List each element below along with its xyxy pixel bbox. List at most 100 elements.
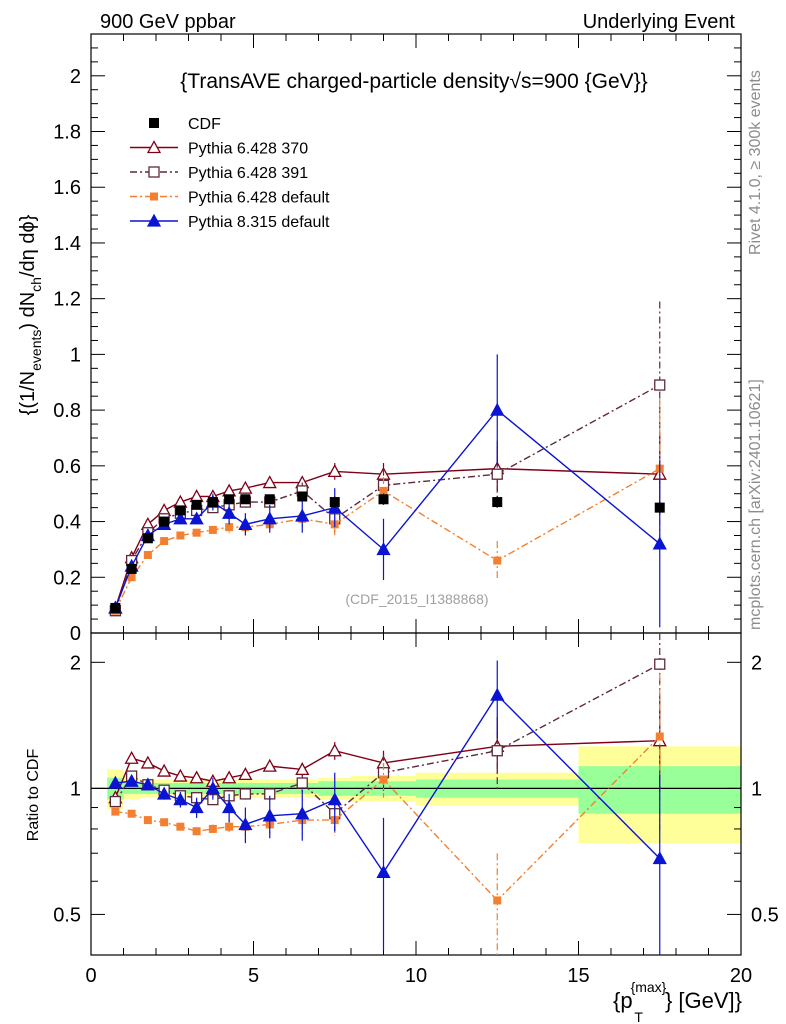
ylabel-suffix: /dη dϕ} bbox=[17, 214, 39, 277]
y-tick-label: 1.6 bbox=[53, 177, 81, 199]
header-left: 900 GeV ppbar bbox=[100, 11, 236, 33]
cdf-point bbox=[175, 505, 186, 516]
ratio-tick-label-right: 2 bbox=[751, 652, 762, 674]
ylabel-sub2: ch bbox=[28, 277, 44, 292]
series-point bbox=[222, 505, 237, 519]
ylabel-sub1: events bbox=[28, 330, 44, 371]
cdf-point bbox=[191, 499, 202, 510]
legend-marker bbox=[150, 192, 158, 201]
y-tick-label: 1.2 bbox=[53, 289, 81, 311]
legend-label: Pythia 8.315 default bbox=[188, 214, 330, 231]
ratio-point bbox=[143, 816, 152, 825]
ratio-point bbox=[109, 795, 122, 808]
ratio-point bbox=[205, 781, 220, 795]
ratio-point bbox=[238, 817, 253, 831]
series-point bbox=[491, 468, 503, 480]
x-tick-label: 15 bbox=[567, 965, 589, 987]
series-point bbox=[127, 573, 136, 582]
series-point bbox=[238, 480, 253, 494]
y-tick-label: 0.4 bbox=[53, 512, 81, 534]
series-point bbox=[327, 464, 342, 478]
legend-entry-1: Pythia 6.428 391 bbox=[130, 165, 308, 182]
ratio-tick-label-left: 2 bbox=[70, 652, 81, 674]
ratio-point bbox=[157, 763, 172, 777]
ratio-panel-series bbox=[108, 633, 667, 955]
ratio-series-0 bbox=[108, 700, 667, 804]
ratio-series-3 bbox=[108, 660, 667, 955]
ylabel-mid: ) dN bbox=[17, 292, 39, 330]
series-point bbox=[490, 402, 505, 416]
series-point bbox=[192, 528, 201, 537]
legend-entry-0: Pythia 6.428 370 bbox=[130, 140, 308, 158]
legend-entry-2: Pythia 6.428 default bbox=[130, 190, 330, 207]
series-point bbox=[225, 523, 234, 532]
series-point bbox=[189, 511, 204, 525]
ratio-point bbox=[176, 822, 185, 831]
ratio-point bbox=[140, 777, 155, 791]
ratio-y-axis-label: Ratio to CDF bbox=[25, 749, 42, 842]
series-point bbox=[493, 556, 502, 565]
cdf-point bbox=[126, 563, 137, 574]
y-tick-label: 1.8 bbox=[53, 122, 81, 144]
ratio-point bbox=[262, 758, 277, 772]
series-point bbox=[160, 537, 169, 546]
cdf-point bbox=[240, 494, 251, 505]
ratio-tick-label-right: 0.5 bbox=[751, 904, 779, 926]
legend-label: Pythia 6.428 391 bbox=[188, 165, 308, 182]
x-tick-label: 0 bbox=[85, 965, 96, 987]
ratio-point bbox=[655, 732, 664, 741]
ratio-point bbox=[296, 777, 308, 789]
mcplots-side-label: mcplots.cern.ch [arXiv:2401.10621] bbox=[747, 379, 764, 630]
y-tick-label: 1 bbox=[70, 344, 81, 366]
rivet-side-label: Rivet 4.1.0, ≥ 300k events bbox=[747, 70, 764, 255]
y-tick-label: 2 bbox=[70, 66, 81, 88]
series-point bbox=[173, 511, 188, 525]
y-tick-label: 0 bbox=[70, 623, 81, 645]
ratio-point bbox=[111, 807, 120, 816]
series-point bbox=[176, 531, 185, 540]
ratio-point bbox=[173, 792, 188, 806]
ratio-point bbox=[173, 768, 188, 782]
cdf-data bbox=[110, 491, 665, 613]
ratio-point bbox=[238, 767, 253, 781]
ratio-point bbox=[262, 808, 277, 822]
ratio-point bbox=[376, 865, 391, 879]
y-tick-label: 0.6 bbox=[53, 456, 81, 478]
ratio-point bbox=[189, 770, 204, 784]
ratio-point bbox=[239, 788, 252, 800]
ratio-point bbox=[327, 743, 342, 757]
xlabel-suffix: } [GeV]} bbox=[665, 988, 742, 1013]
legend-marker bbox=[148, 166, 160, 178]
ratio-point bbox=[491, 745, 503, 757]
y-tick-label: 1.4 bbox=[53, 233, 81, 255]
ratio-point bbox=[654, 658, 666, 670]
analysis-watermark: (CDF_2015_I1388868) bbox=[345, 591, 488, 607]
ratio-uncertainty-bands bbox=[107, 746, 741, 844]
ratio-point bbox=[652, 851, 667, 865]
legend-marker-cdf bbox=[149, 118, 159, 128]
main-y-axis-label: {(1/Nevents) dNch/dη dϕ} bbox=[17, 214, 44, 415]
legend-marker bbox=[146, 213, 162, 227]
legend-marker bbox=[146, 140, 162, 154]
xlabel-sup: {max} bbox=[631, 979, 667, 995]
ratio-point bbox=[160, 818, 169, 827]
x-tick-label: 10 bbox=[405, 965, 427, 987]
ratio-point bbox=[222, 770, 237, 784]
ratio-point bbox=[490, 687, 505, 701]
series-point bbox=[208, 525, 217, 534]
ylabel-prefix: {(1/N bbox=[17, 371, 39, 415]
series-point bbox=[238, 516, 253, 530]
series-point bbox=[173, 494, 188, 508]
cdf-point bbox=[264, 494, 275, 505]
legend-label: Pythia 6.428 default bbox=[188, 190, 330, 207]
ratio-tick-label-left: 1 bbox=[70, 778, 81, 800]
ratio-point bbox=[192, 827, 201, 836]
header-right: Underlying Event bbox=[583, 11, 736, 33]
ratio-point bbox=[189, 800, 204, 814]
chart-title: {TransAVE charged-particle density√s=900… bbox=[180, 70, 647, 93]
ratio-point bbox=[157, 786, 172, 800]
ratio-point bbox=[493, 896, 502, 905]
x-axis-label: {p{max} T} [GeV]} bbox=[613, 979, 742, 1024]
y-tick-label: 0.8 bbox=[53, 400, 81, 422]
ratio-point bbox=[208, 824, 217, 833]
